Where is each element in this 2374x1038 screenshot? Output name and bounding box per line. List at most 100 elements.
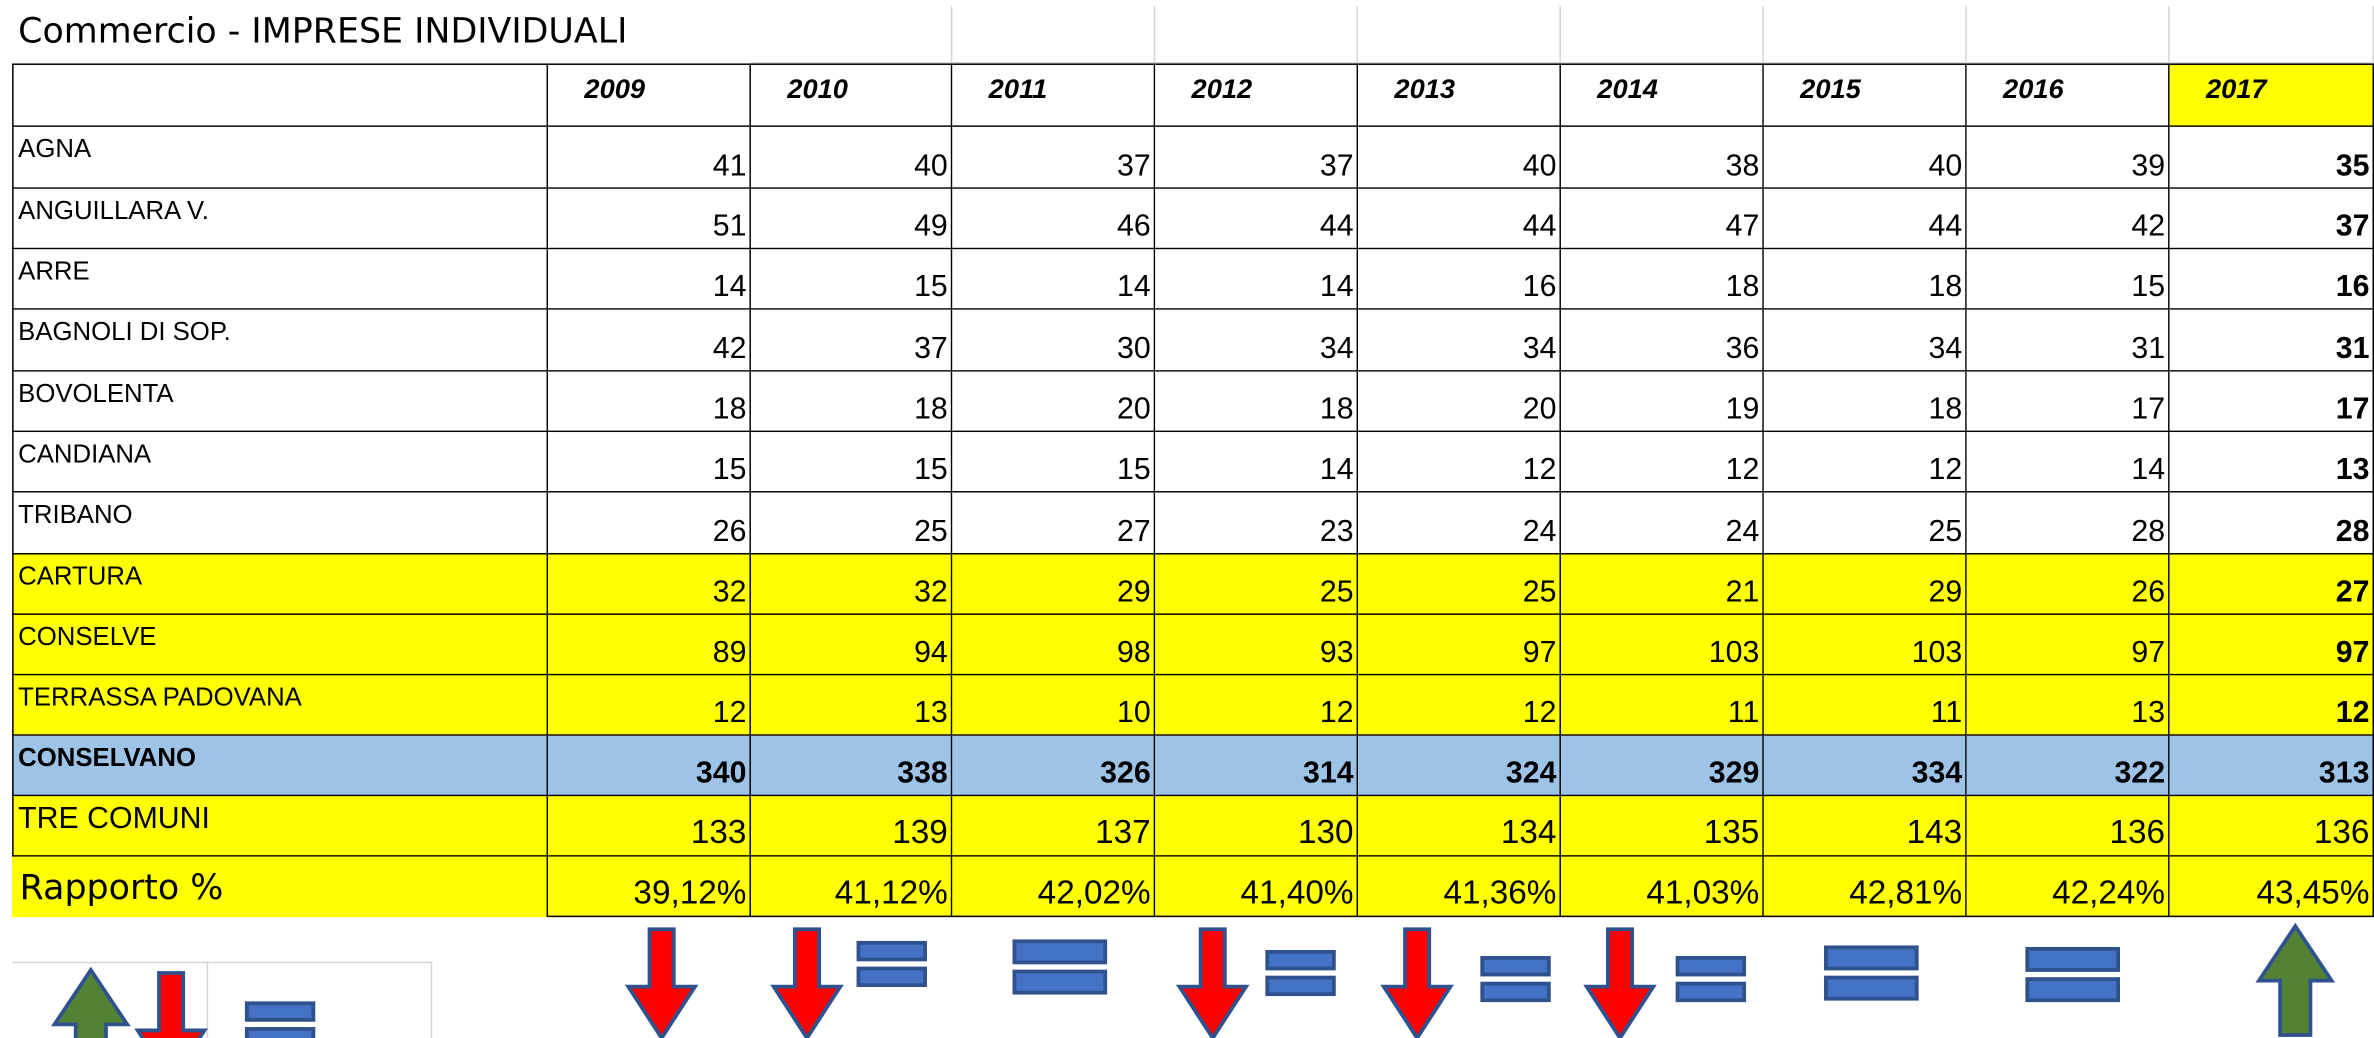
value-cell: 11 xyxy=(1763,675,1967,736)
grid-cell xyxy=(2169,6,2374,64)
value-cell: 314 xyxy=(1155,735,1359,797)
up-arrow xyxy=(2257,924,2334,1037)
value-cell: 29 xyxy=(1763,554,1967,615)
value-cell: 13 xyxy=(2169,432,2374,493)
down-arrow xyxy=(1177,927,1248,1038)
equal-sign xyxy=(1012,939,1108,995)
value-cell: 329 xyxy=(1560,735,1764,797)
value-cell: 14 xyxy=(1155,249,1359,310)
value-cell: 322 xyxy=(1966,735,2170,797)
value-cell: 32 xyxy=(548,554,751,615)
year-header: 2017 xyxy=(2169,63,2374,127)
down-arrow xyxy=(771,927,843,1038)
legend-down xyxy=(135,971,207,1038)
legend-equal xyxy=(244,1001,316,1038)
value-cell: 34 xyxy=(1358,309,1561,372)
value-cell: 19 xyxy=(1560,371,1764,433)
value-cell: 12 xyxy=(1358,675,1561,736)
value-cell: 14 xyxy=(952,249,1156,310)
value-cell: 18 xyxy=(1560,249,1764,310)
value-cell: 39,12% xyxy=(548,856,751,918)
row-label: ANGUILLARA V. xyxy=(12,188,549,250)
value-cell: 49 xyxy=(750,188,953,250)
value-cell: 12 xyxy=(1560,432,1764,493)
value-cell: 44 xyxy=(1155,188,1359,250)
value-cell: 136 xyxy=(2169,796,2374,857)
value-cell: 34 xyxy=(1763,309,1967,372)
value-cell: 37 xyxy=(1155,126,1359,189)
value-cell: 27 xyxy=(952,492,1156,555)
year-header: 2010 xyxy=(750,63,953,127)
value-cell: 324 xyxy=(1358,735,1561,797)
value-cell: 134 xyxy=(1358,796,1561,857)
value-cell: 15 xyxy=(548,432,751,493)
sheet-title: Commercio - IMPRESE INDIVIDUALI xyxy=(18,12,628,52)
value-cell: 130 xyxy=(1155,796,1359,857)
equal-sign xyxy=(1480,956,1551,1003)
value-cell: 14 xyxy=(1966,432,2170,493)
value-cell: 13 xyxy=(1966,675,2170,736)
row-label: CANDIANA xyxy=(12,432,549,493)
value-cell: 12 xyxy=(1155,675,1359,736)
value-cell: 26 xyxy=(1966,554,2170,615)
down-arrow xyxy=(626,927,697,1038)
value-cell: 13 xyxy=(750,675,953,736)
value-cell: 12 xyxy=(2169,675,2374,736)
value-cell: 16 xyxy=(1358,249,1561,310)
value-cell: 18 xyxy=(548,371,751,433)
value-cell: 15 xyxy=(952,432,1156,493)
value-cell: 46 xyxy=(952,188,1156,250)
value-cell: 97 xyxy=(2169,614,2374,676)
value-cell: 136 xyxy=(1966,796,2170,857)
value-cell: 37 xyxy=(952,126,1156,189)
year-header: 2013 xyxy=(1358,63,1561,127)
value-cell: 31 xyxy=(2169,309,2374,372)
value-cell: 47 xyxy=(1560,188,1764,250)
value-cell: 35 xyxy=(2169,126,2374,189)
value-cell: 89 xyxy=(548,614,751,676)
value-cell: 41,12% xyxy=(750,856,953,918)
equal-sign xyxy=(2025,946,2121,1003)
row-label: ARRE xyxy=(12,249,549,310)
value-cell: 37 xyxy=(750,309,953,372)
grid-cell xyxy=(1560,6,1764,64)
value-cell: 103 xyxy=(1560,614,1764,676)
value-cell: 18 xyxy=(1763,371,1967,433)
value-cell: 16 xyxy=(2169,249,2374,310)
value-cell: 12 xyxy=(1358,432,1561,493)
value-cell: 14 xyxy=(548,249,751,310)
value-cell: 44 xyxy=(1358,188,1561,250)
value-cell: 29 xyxy=(952,554,1156,615)
value-cell: 334 xyxy=(1763,735,1967,797)
value-cell: 25 xyxy=(1358,554,1561,615)
value-cell: 40 xyxy=(750,126,953,189)
value-cell: 18 xyxy=(1763,249,1967,310)
value-cell: 25 xyxy=(1155,554,1359,615)
value-cell: 51 xyxy=(548,188,751,250)
value-cell: 25 xyxy=(1763,492,1967,555)
value-cell: 21 xyxy=(1560,554,1764,615)
value-cell: 30 xyxy=(952,309,1156,372)
value-cell: 24 xyxy=(1358,492,1561,555)
row-label: TERRASSA PADOVANA xyxy=(12,675,549,736)
value-cell: 27 xyxy=(2169,554,2374,615)
value-cell: 42 xyxy=(1966,188,2170,250)
value-cell: 41,40% xyxy=(1155,856,1359,918)
row-label: Rapporto % xyxy=(12,856,549,918)
value-cell: 17 xyxy=(1966,371,2170,433)
value-cell: 40 xyxy=(1358,126,1561,189)
value-cell: 44 xyxy=(1763,188,1967,250)
value-cell: 24 xyxy=(1560,492,1764,555)
value-cell: 17 xyxy=(2169,371,2374,433)
value-cell: 28 xyxy=(2169,492,2374,555)
value-cell: 41,03% xyxy=(1560,856,1764,918)
equal-sign xyxy=(1824,945,1919,1001)
value-cell: 34 xyxy=(1155,309,1359,372)
value-cell: 12 xyxy=(548,675,751,736)
year-header: 2015 xyxy=(1763,63,1967,127)
grid-cell xyxy=(1966,6,2170,64)
value-cell: 338 xyxy=(750,735,953,797)
value-cell: 12 xyxy=(1763,432,1967,493)
grid-cell xyxy=(750,6,953,64)
